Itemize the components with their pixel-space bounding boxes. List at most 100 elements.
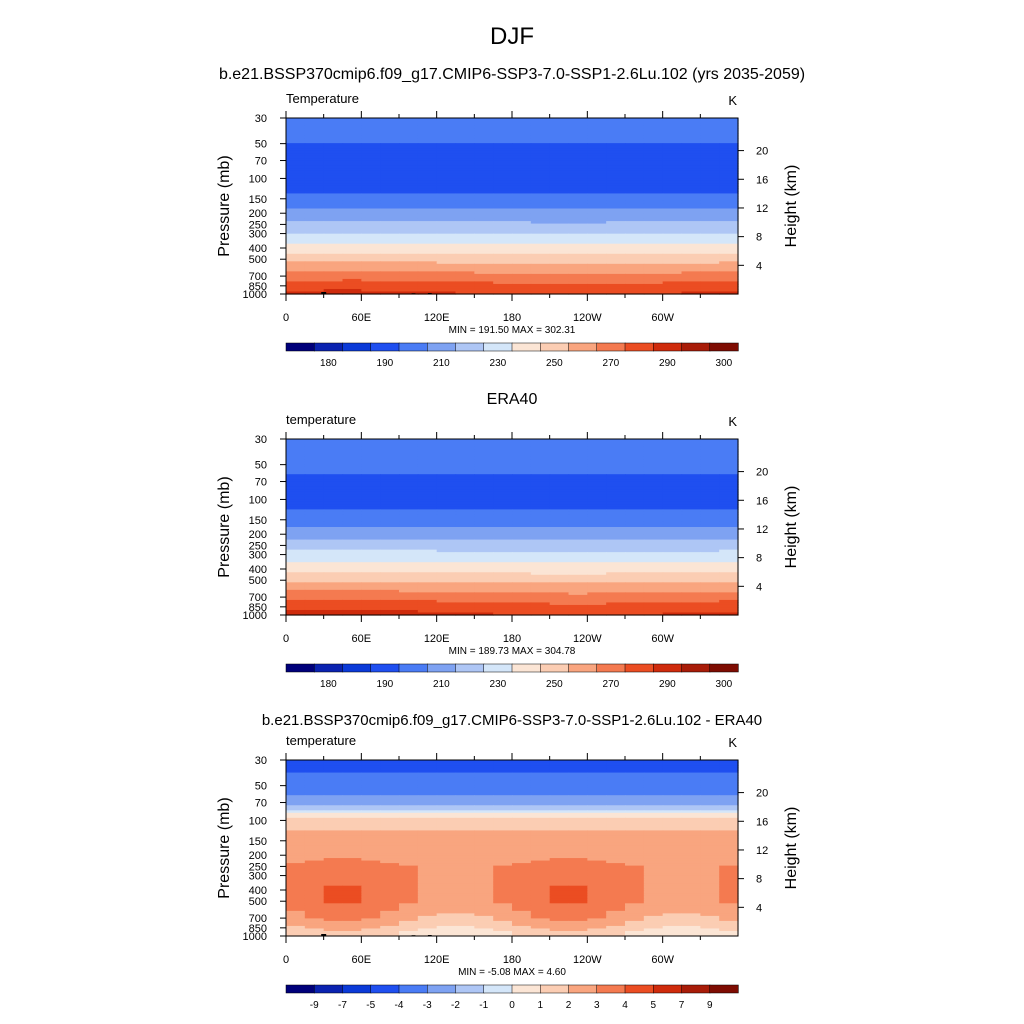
field-cell [436, 288, 457, 293]
field-cell [380, 612, 400, 616]
field-cell [512, 256, 532, 260]
field-cell [342, 135, 362, 139]
field-cell [323, 263, 344, 267]
colorbar-swatch [511, 342, 541, 352]
field-cell [643, 268, 664, 272]
field-cell [568, 491, 588, 495]
field-cell [286, 256, 306, 260]
field-cell [417, 183, 438, 187]
field-cell [568, 521, 588, 526]
field-cell [549, 870, 570, 874]
field-cell [323, 604, 344, 609]
field-cell [304, 178, 325, 182]
field-cell [625, 830, 645, 834]
field-cell [304, 183, 325, 187]
field-cell [380, 456, 400, 460]
field-cell [530, 248, 551, 252]
field-cell [587, 251, 607, 255]
field-cell [568, 506, 588, 510]
field-cell [530, 534, 551, 538]
field-cell [286, 451, 306, 455]
field-cell [643, 865, 664, 869]
field-cell [625, 193, 645, 197]
field-cell [286, 173, 306, 177]
field-cell [681, 855, 701, 859]
field-cell [662, 213, 683, 217]
field-cell [606, 268, 626, 272]
field-cell [587, 221, 607, 225]
field-cell [304, 506, 325, 510]
field-cell [568, 810, 588, 814]
field-cell [512, 777, 532, 781]
field-cell [568, 572, 588, 576]
field-cell [530, 461, 551, 465]
field-cell [700, 557, 720, 561]
colorbar-swatch [568, 342, 598, 352]
field-cell [361, 178, 381, 182]
field-cell [304, 835, 325, 839]
field-cell [286, 612, 306, 616]
field-cell [530, 456, 551, 460]
field-cell [530, 266, 551, 270]
field-cell [304, 208, 325, 212]
field-cell [361, 903, 381, 907]
field-cell [587, 800, 607, 804]
field-cell [286, 868, 306, 872]
field-cell [681, 506, 701, 510]
height-tick-label: 20 [756, 146, 768, 158]
field-cell [436, 812, 457, 816]
field-cell [399, 519, 419, 523]
field-cell [323, 760, 344, 764]
field-cell [530, 860, 551, 864]
field-cell [700, 539, 720, 543]
field-cell [493, 529, 513, 533]
field-cell [493, 516, 513, 521]
field-cell [417, 165, 438, 169]
field-cell [530, 787, 551, 791]
field-cell [361, 281, 381, 285]
field-cell [342, 762, 362, 766]
field-cell [662, 461, 683, 465]
field-cell [361, 868, 381, 872]
field-cell [304, 203, 325, 207]
field-cell [606, 148, 626, 152]
field-cell [304, 509, 325, 513]
field-cell [417, 870, 438, 874]
field-cell [625, 461, 645, 465]
field-cell [512, 130, 532, 134]
field-cell [568, 175, 588, 179]
field-cell [587, 837, 607, 842]
field-cell [417, 471, 438, 475]
field-cell [455, 519, 475, 523]
field-cell [512, 885, 532, 889]
field-cell [643, 790, 664, 794]
field-cell [417, 221, 438, 225]
field-cell [662, 524, 683, 528]
field-cell [323, 221, 344, 225]
field-cell [662, 837, 683, 842]
field-cell [323, 574, 344, 578]
field-cell [662, 873, 683, 877]
field-cell [474, 537, 494, 541]
field-cell [417, 123, 438, 127]
field-cell [625, 441, 645, 445]
field-cell [719, 539, 739, 543]
field-cell [361, 893, 381, 897]
field-cell [304, 537, 325, 541]
field-cell [719, 195, 739, 200]
field-cell [361, 158, 381, 162]
field-cell [681, 527, 701, 531]
field-cell [606, 248, 626, 252]
field-cell [606, 529, 626, 533]
field-cell [399, 579, 419, 583]
field-cell [342, 529, 362, 533]
field-cell [643, 168, 664, 172]
field-cell [286, 850, 306, 854]
field-cell [625, 213, 645, 217]
field-cell [342, 875, 362, 879]
field-cell [568, 221, 588, 225]
field-cell [587, 454, 607, 458]
field-cell [399, 534, 419, 538]
field-cell [606, 195, 626, 200]
field-cell [662, 208, 683, 212]
